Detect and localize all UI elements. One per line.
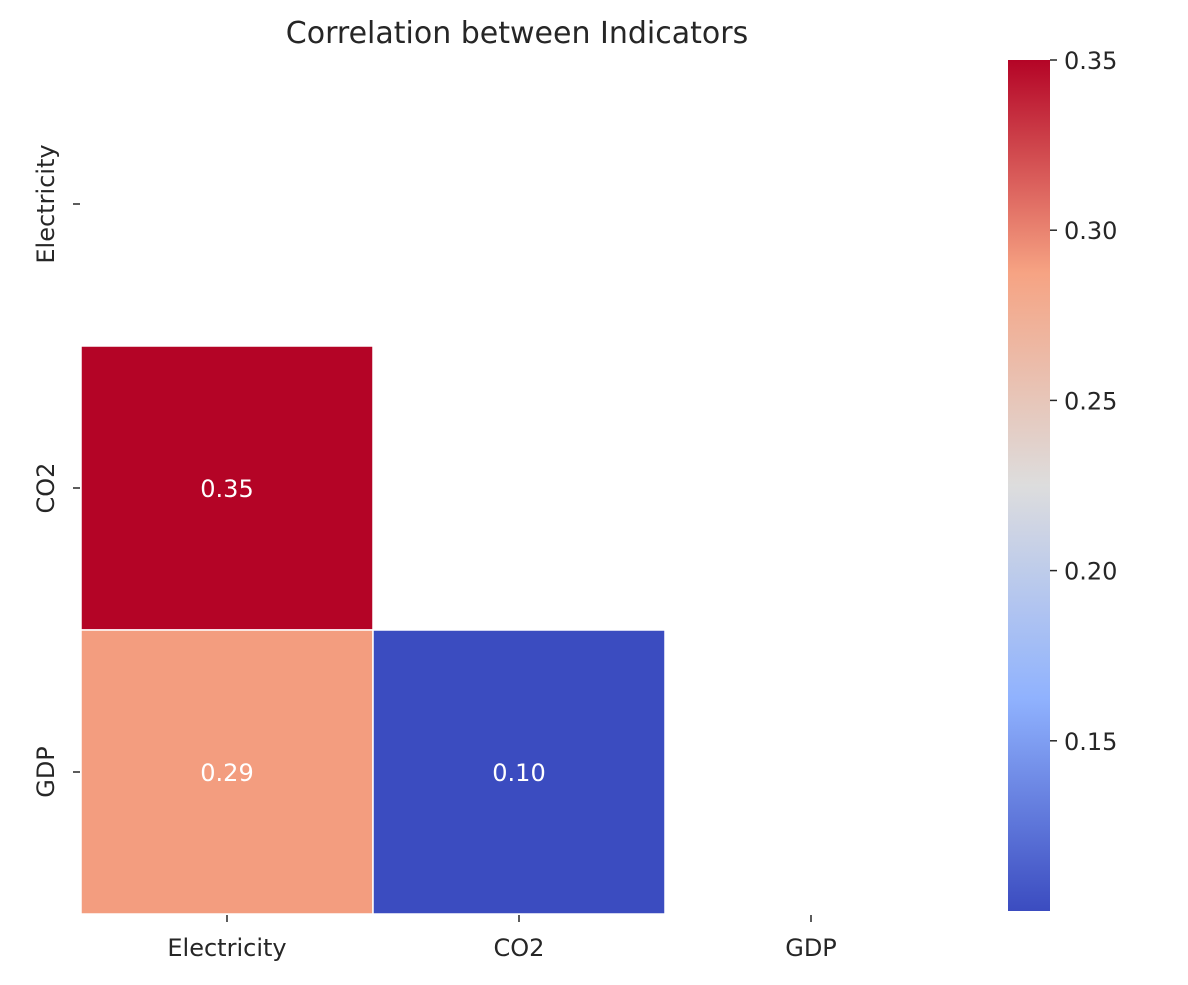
x-tick-label: Electricity <box>167 934 286 962</box>
x-axis: Electricity CO2 GDP <box>167 915 837 962</box>
colorbar-tick-label: 0.30 <box>1064 217 1117 245</box>
x-tick-label: GDP <box>785 934 837 962</box>
heatmap-cell <box>80 629 374 915</box>
heatmap-annotations: 0.35 0.29 0.10 <box>200 475 545 787</box>
y-tick-label: CO2 <box>32 463 60 514</box>
colorbar-tick-label: 0.15 <box>1064 728 1117 756</box>
colorbar-ticks: 0.15 0.20 0.25 0.30 0.35 <box>1050 47 1117 756</box>
cell-value-label: 0.29 <box>200 759 253 787</box>
y-tick-label: GDP <box>32 746 60 798</box>
heatmap-cell <box>80 345 374 631</box>
y-axis: Electricity CO2 GDP <box>32 144 80 798</box>
colorbar: 0.15 0.20 0.25 0.30 0.35 <box>1008 47 1117 911</box>
colorbar-tick-label: 0.35 <box>1064 47 1117 75</box>
cell-value-label: 0.35 <box>200 475 253 503</box>
heatmap-cell <box>372 629 666 915</box>
colorbar-tick-label: 0.25 <box>1064 387 1117 415</box>
y-tick-label: Electricity <box>32 144 60 263</box>
cell-value-label: 0.10 <box>492 759 545 787</box>
colorbar-gradient <box>1008 60 1050 911</box>
colorbar-tick-label: 0.20 <box>1064 558 1117 586</box>
chart-title: Correlation between Indicators <box>286 16 748 51</box>
heatmap-cells <box>80 345 666 915</box>
x-tick-label: CO2 <box>494 934 545 962</box>
